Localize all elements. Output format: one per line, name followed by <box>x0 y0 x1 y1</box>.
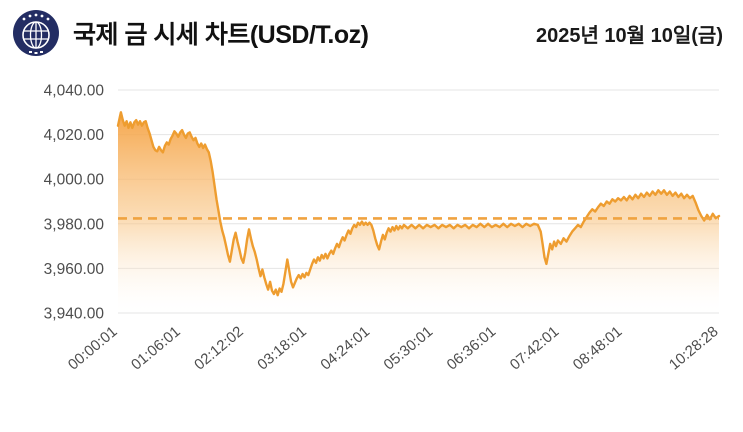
chart-area: 3,940.00 3,960.00 3,980.00 4,000.00 4,020.00… <box>0 56 743 426</box>
x-axis-tick-label: 06:36:01 <box>444 323 500 374</box>
header: 국제 금 시세 차트(USD/T.oz) 2025년 10월 10일(금) <box>0 0 743 56</box>
x-axis-tick-label: 05:30:01 <box>381 323 437 374</box>
y-axis-tick-label: 3,940.00 <box>44 306 105 323</box>
x-axis-tick-label: 03:18:01 <box>254 323 310 374</box>
y-axis-tick-label: 4,020.00 <box>44 127 105 144</box>
x-axis-tick-label: 07:42:01 <box>507 323 563 374</box>
y-axis-tick-label: 4,040.00 <box>44 83 105 100</box>
date-label: 2025년 10월 10일(금) <box>535 24 723 47</box>
x-axis-tick-label: 01:06:01 <box>128 323 184 374</box>
price-line <box>116 111 721 297</box>
x-axis-tick-label: 00:00:01 <box>65 323 121 374</box>
gold-price-chart: 3,940.00 3,960.00 3,980.00 4,000.00 4,020.00… <box>44 83 722 374</box>
globe-emblem-icon <box>13 10 59 56</box>
y-axis-tick-label: 3,960.00 <box>44 261 105 278</box>
x-axis-tick-label: 10:28:28 <box>666 323 722 374</box>
price-area-fill <box>118 112 719 313</box>
y-axis-tick-label: 3,980.00 <box>44 216 105 233</box>
page-title: 국제 금 시세 차트(USD/T.oz) <box>73 21 369 49</box>
x-axis-tick-label: 04:24:01 <box>317 323 373 374</box>
y-axis-tick-label: 4,000.00 <box>44 172 105 189</box>
x-axis-tick-label: 08:48:01 <box>570 323 626 374</box>
x-axis-tick-label: 02:12:02 <box>191 323 247 374</box>
series-layer <box>116 111 721 313</box>
